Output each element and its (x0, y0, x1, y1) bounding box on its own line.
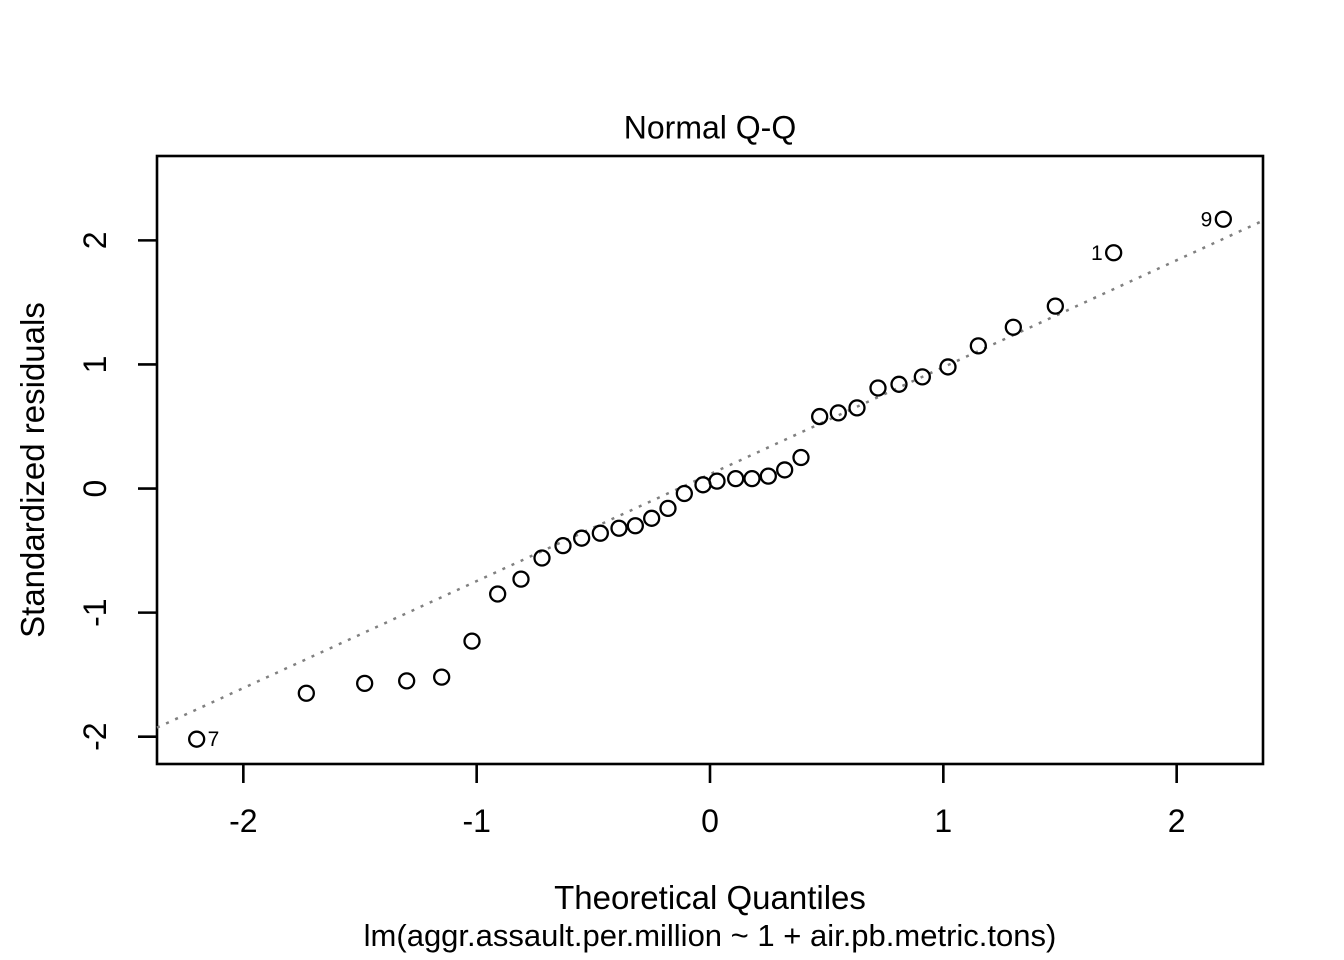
y-tick-label: 1 (77, 356, 113, 374)
data-point (969, 337, 987, 355)
y-axis-title: Standardized residuals (14, 302, 51, 638)
data-point (890, 375, 908, 393)
point-label: 9 (1201, 208, 1213, 231)
data-point (512, 570, 530, 588)
y-tick-label: 0 (77, 480, 113, 498)
data-point (811, 407, 829, 426)
data-point (708, 472, 726, 490)
x-axis-title: Theoretical Quantiles (554, 879, 866, 916)
data-point (675, 484, 693, 503)
data-point (727, 469, 745, 488)
point-label: 1 (1091, 242, 1103, 265)
x-tick-label: 2 (1168, 803, 1186, 839)
data-point (776, 461, 794, 479)
data-point (913, 368, 931, 386)
x-tick-label: 1 (934, 803, 952, 839)
y-tick-label: -1 (77, 598, 113, 626)
data-point (848, 399, 866, 417)
data-point (1004, 318, 1022, 336)
data-point (1214, 210, 1232, 228)
qq-reference-line (156, 219, 1264, 729)
data-point (463, 632, 481, 650)
y-tick-label: -2 (77, 722, 113, 750)
chart-title: Normal Q-Q (623, 109, 797, 146)
data-point (792, 448, 810, 467)
model-formula-caption: lm(aggr.assault.per.million ~ 1 + air.pb… (363, 918, 1057, 953)
data-point (1105, 244, 1123, 262)
y-tick-label: 2 (77, 231, 113, 249)
data-point (297, 684, 315, 702)
x-tick-label: 0 (701, 803, 719, 839)
data-point (1046, 297, 1064, 315)
data-point (659, 499, 677, 518)
data-point (489, 585, 507, 603)
data-point (626, 517, 644, 535)
data-point (533, 549, 551, 567)
data-point (759, 467, 777, 485)
data-point (433, 668, 451, 686)
data-point (694, 476, 712, 494)
data-point (398, 672, 416, 690)
data-point (554, 536, 572, 555)
data-point (829, 404, 847, 422)
data-point (591, 524, 609, 542)
data-point (743, 469, 761, 488)
point-label: 7 (208, 728, 220, 751)
x-tick-label: -2 (229, 803, 257, 839)
x-tick-label: -1 (462, 803, 490, 839)
data-point (573, 529, 591, 547)
data-point (610, 519, 628, 537)
data-point (939, 358, 957, 376)
data-point (643, 509, 661, 527)
data-point (869, 379, 887, 397)
data-point (188, 730, 206, 748)
data-point (356, 674, 374, 692)
